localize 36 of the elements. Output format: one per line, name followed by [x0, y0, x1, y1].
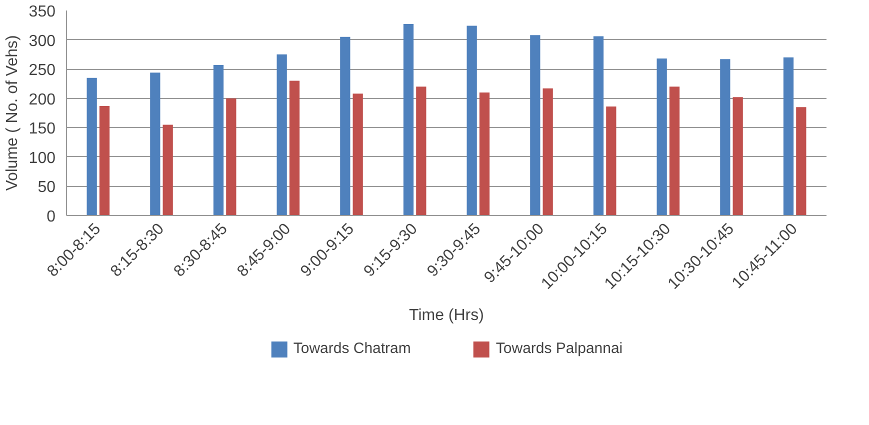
y-tick-label: 300	[28, 32, 56, 50]
bar	[720, 59, 730, 216]
bar	[656, 58, 667, 216]
bar	[226, 98, 236, 216]
legend-label: Towards Chatram	[293, 340, 411, 357]
bar	[530, 35, 540, 216]
bar	[732, 97, 743, 216]
y-tick-label: 0	[46, 208, 56, 226]
bar	[416, 86, 426, 216]
bar	[289, 80, 300, 216]
bar	[99, 106, 110, 216]
bar	[403, 24, 414, 216]
bar	[593, 36, 604, 216]
bar	[86, 78, 97, 216]
bar	[150, 72, 160, 216]
y-tick-label: 350	[28, 4, 56, 20]
x-axis-title: Time (Hrs)	[409, 306, 484, 324]
legend-label: Towards Palpannai	[496, 340, 623, 357]
y-tick-label: 250	[28, 62, 56, 80]
bar	[542, 88, 553, 216]
y-tick-label: 50	[38, 179, 56, 196]
bar	[606, 106, 616, 216]
bar	[783, 57, 794, 216]
bar	[213, 64, 224, 216]
y-tick-label: 200	[28, 91, 56, 108]
y-tick-label: 100	[28, 150, 56, 167]
bar	[479, 92, 490, 216]
bar	[352, 94, 363, 216]
y-axis-title: Volume ( No. of Vehs)	[4, 35, 21, 191]
bar	[340, 36, 350, 216]
bar	[276, 54, 287, 216]
bar	[796, 107, 806, 216]
bar	[669, 86, 680, 216]
bar	[162, 124, 173, 216]
y-tick-label: 150	[28, 120, 56, 138]
bar	[466, 26, 477, 216]
